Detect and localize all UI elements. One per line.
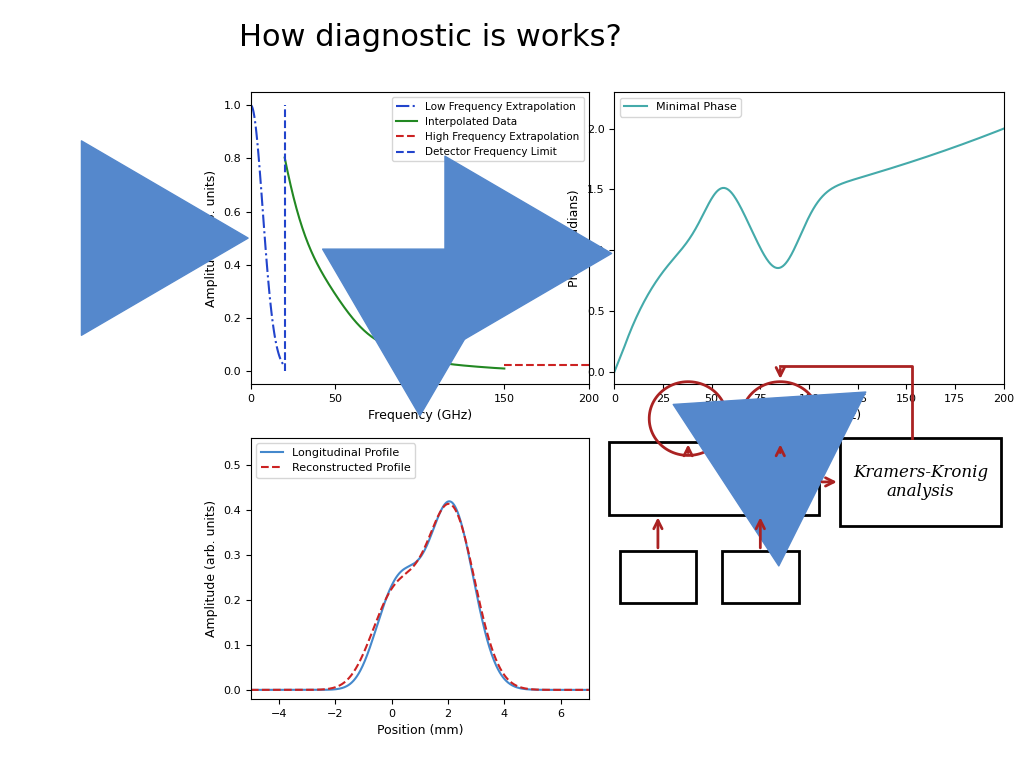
Reconstructed Profile [304,685,316,694]
X-axis label: Frequency (GHz): Frequency (GHz) [757,409,861,422]
Longitudinal Profile [332,684,344,694]
Minimal Phase [997,124,1010,134]
Minimal Phase [608,367,621,376]
Legend: Longitudinal Profile, Reconstructed Profile: Longitudinal Profile, Reconstructed Prof… [256,443,415,478]
Reconstructed Profile [583,685,595,694]
Bar [609,442,819,515]
Minimal Phase [840,177,852,187]
Bar [722,551,799,603]
Longitudinal Profile [443,497,456,506]
Reconstructed Profile [397,571,410,580]
Longitudinal Profile [245,685,257,694]
X-axis label: Position (mm): Position (mm) [377,724,463,737]
Y-axis label: Phase (radians): Phase (radians) [568,189,582,287]
Y-axis label: Amplitude (arb. units): Amplitude (arb. units) [205,170,218,306]
Legend: Low Frequency Extrapolation, Interpolated Data, High Frequency Extrapolation, De: Low Frequency Extrapolation, Interpolate… [392,98,584,161]
Longitudinal Profile [583,685,595,694]
Line: Minimal Phase: Minimal Phase [614,129,1004,372]
Bar [620,551,696,603]
X-axis label: Frequency (GHz): Frequency (GHz) [368,409,472,422]
Minimal Phase [793,233,805,243]
Reconstructed Profile [500,673,512,682]
Text: How diagnostic is works?: How diagnostic is works? [239,23,622,52]
Minimal Phase [988,127,1000,137]
Line: Longitudinal Profile: Longitudinal Profile [251,502,589,690]
Longitudinal Profile [444,497,457,506]
Bar [840,438,1001,526]
Longitudinal Profile [397,564,410,574]
Legend: Minimal Phase: Minimal Phase [620,98,740,117]
Reconstructed Profile [442,499,455,508]
Longitudinal Profile [304,685,316,694]
Minimal Phase [927,150,939,159]
Minimal Phase [819,189,831,198]
Text: Kramers-Kronig
analysis: Kramers-Kronig analysis [853,464,988,500]
Line: Reconstructed Profile: Reconstructed Profile [251,504,589,690]
Reconstructed Profile [471,587,483,596]
Y-axis label: Amplitude (arb. units): Amplitude (arb. units) [205,500,218,637]
Reconstructed Profile [332,682,344,691]
Longitudinal Profile [471,592,483,601]
Longitudinal Profile [500,676,512,685]
Reconstructed Profile [245,685,257,694]
Minimal Phase [796,228,808,237]
Reconstructed Profile [444,500,457,509]
